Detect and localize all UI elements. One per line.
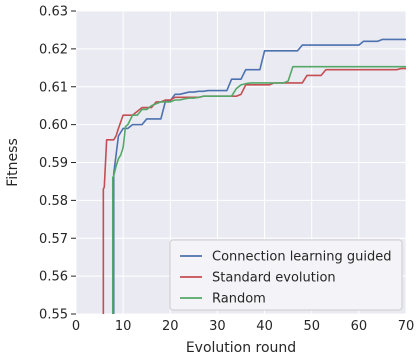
y-tick-label: 0.62 [39,42,68,57]
x-tick-label: 0 [72,319,80,334]
y-tick-label: 0.60 [39,118,68,133]
x-tick-label: 60 [351,319,368,334]
y-tick-label: 0.59 [39,156,68,171]
y-tick-label: 0.58 [39,194,68,209]
y-tick-label: 0.57 [39,232,68,247]
x-axis-label: Evolution round [186,340,296,356]
x-axis-ticks: 0 10 20 30 40 50 60 70 [72,319,414,334]
y-axis-ticks: 0.55 0.56 0.57 0.58 0.59 0.60 0.61 0.62 0.63 [39,5,76,323]
y-tick-label: 0.63 [39,5,68,20]
x-tick-label: 30 [209,319,226,334]
y-axis-label: Fitness [5,138,21,187]
legend-entry: Connection learning guided [212,250,391,265]
x-tick-label: 50 [303,319,320,334]
y-tick-label: 0.55 [39,308,68,323]
x-tick-label: 20 [162,319,179,334]
legend: Connection learning guided Standard evolu… [170,240,402,310]
y-tick-label: 0.61 [39,80,68,95]
x-tick-label: 40 [256,319,273,334]
x-tick-label: 70 [398,319,415,334]
legend-entry: Random [212,292,266,307]
y-tick-label: 0.56 [39,270,68,285]
legend-entry: Standard evolution [212,271,336,286]
x-tick-label: 10 [115,319,132,334]
